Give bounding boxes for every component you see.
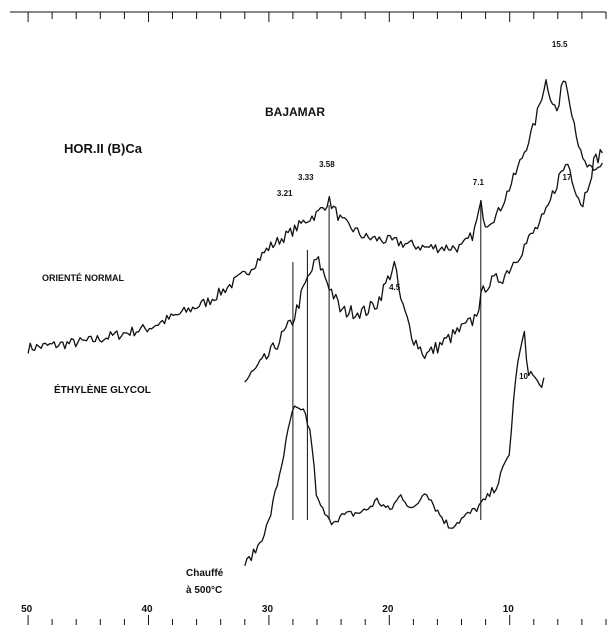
sample-label: HOR.II (B)Ca <box>64 141 143 156</box>
x-tick-label: 20 <box>382 604 394 615</box>
peak-label: 3.21 <box>277 189 293 198</box>
x-tick-label: 10 <box>503 604 515 615</box>
peak-label: 3.33 <box>298 173 314 182</box>
curve-ethylene-glycol <box>244 148 603 383</box>
diffraction-curves <box>27 79 603 566</box>
x-tick-label: 30 <box>262 604 274 615</box>
series-label-oriente-normal: ORIENTÉ NORMAL <box>42 273 125 283</box>
peak-label: 10 <box>519 372 528 381</box>
series-label-heated-line1: Chauffé <box>186 568 224 579</box>
x-tick-label: 40 <box>142 604 154 615</box>
peak-label: 15.5 <box>552 40 568 49</box>
bottom-axis: 50 40 30 20 10 <box>21 604 607 625</box>
top-axis <box>10 11 607 22</box>
peak-label: 7.1 <box>473 178 485 187</box>
curve-chauffe-500 <box>244 330 545 566</box>
series-label-heated-line2: à 500°C <box>186 585 222 596</box>
x-tick-label: 50 <box>21 604 33 615</box>
series-label-ethylene-glycol: ÉTHYLÈNE GLYCOL <box>54 383 151 396</box>
peak-label: 3.58 <box>319 160 335 169</box>
curve-oriente-normal <box>27 79 603 354</box>
peak-label: 4.5 <box>389 283 401 292</box>
peak-labels: 15.5 7.1 3.58 3.33 3.21 17 4.5 10 <box>277 40 572 381</box>
peak-label: 17 <box>563 173 572 182</box>
guide-lines <box>292 200 482 520</box>
chart-title: BAJAMAR <box>265 105 325 119</box>
